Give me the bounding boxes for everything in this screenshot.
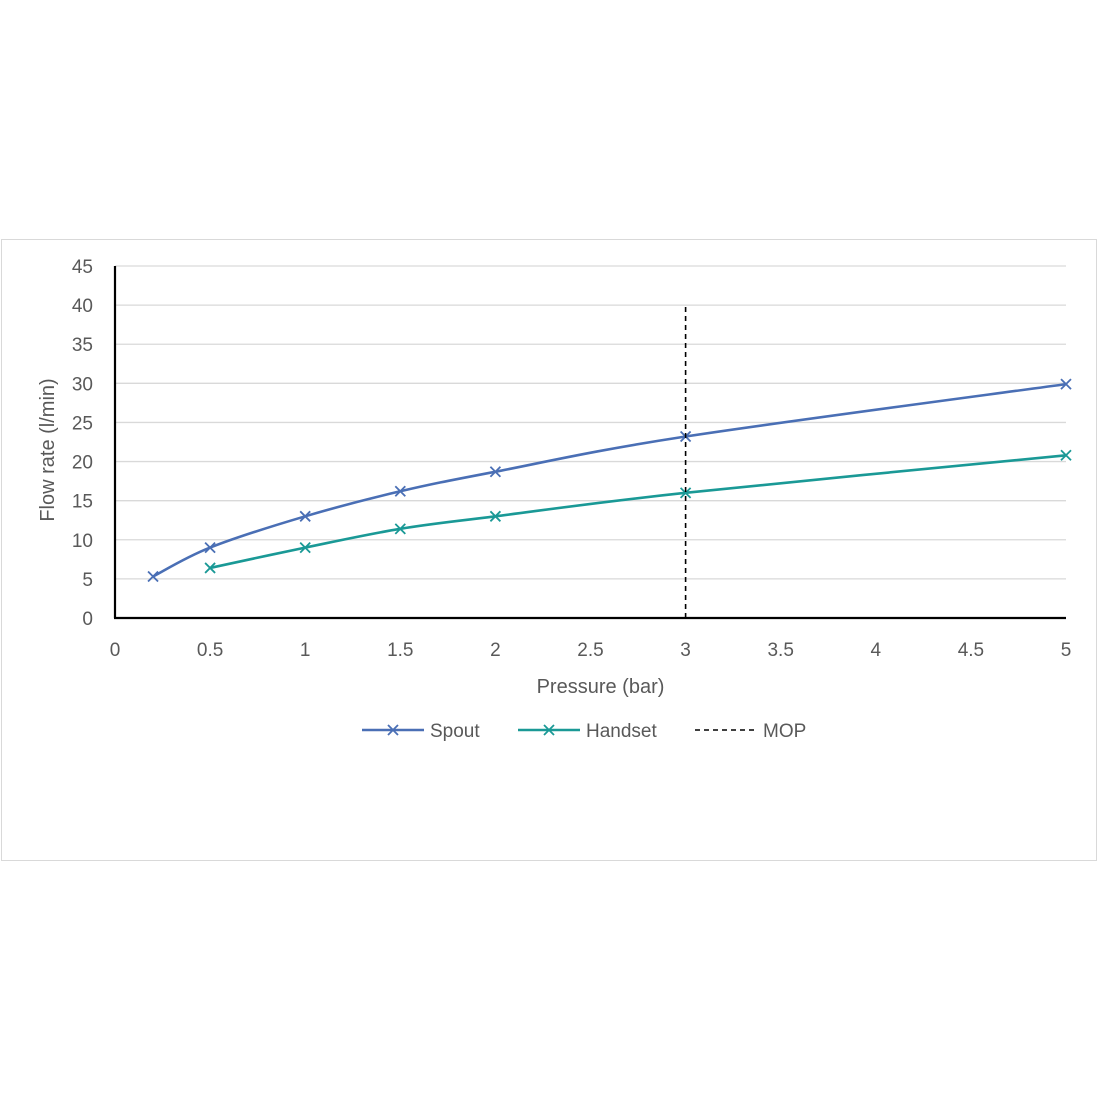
y-tick-label: 25 [72,413,93,434]
y-tick-label: 40 [72,296,93,317]
y-tick-label: 30 [72,374,93,395]
y-tick-label: 0 [82,609,93,630]
series-spout [147,378,1072,583]
data-point-marker [299,541,311,554]
x-tick-label: 3.5 [767,640,793,661]
data-point-marker [679,487,692,499]
data-point-marker [204,541,216,554]
x-tick-label: 4 [871,640,882,661]
data-point-marker [147,570,159,583]
x-tick-label: 2.5 [577,640,603,661]
y-tick-label: 45 [72,257,93,278]
x-tick-labels: 0 0.5 1 1.5 2 2.5 3 3.5 4 4.5 5 [110,640,1072,661]
series-line [209,454,1067,570]
x-tick-label: 3 [680,640,691,661]
data-point-marker [1060,378,1072,390]
data-point-marker [489,510,502,522]
legend-item-spout: Spout [362,721,480,742]
data-point-marker [387,724,399,736]
data-point-marker [394,485,406,497]
gridlines [115,265,1066,580]
y-tick-label: 20 [72,453,93,474]
x-tick-label: 0.5 [197,640,223,661]
data-point-marker [489,466,502,478]
data-point-marker [543,724,555,736]
y-tick-labels: 0 5 10 15 20 25 30 35 40 45 [72,257,93,630]
x-tick-label: 1.5 [387,640,413,661]
legend: Spout Handset MOP [362,721,806,742]
x-tick-label: 1 [300,640,311,661]
legend-label: Spout [430,721,480,742]
series-layer [147,305,1072,618]
chart-frame [1,239,1097,861]
x-axis-title: Pressure (bar) [537,676,665,698]
y-axis-title: Flow rate (l/min) [37,378,59,521]
x-tick-label: 2 [490,640,501,661]
x-tick-label: 0 [110,640,121,661]
axes [113,266,1066,620]
y-tick-label: 15 [72,492,93,513]
x-tick-label: 5 [1061,640,1072,661]
legend-label: MOP [763,721,806,742]
x-tick-label: 4.5 [958,640,984,661]
legend-item-mop: MOP [695,721,806,742]
y-tick-label: 10 [72,531,93,552]
data-point-marker [394,523,406,535]
data-point-marker [299,510,311,522]
legend-item-handset: Handset [518,721,657,742]
series-line [152,382,1067,578]
data-point-marker [1060,449,1072,461]
series-handset [204,449,1072,574]
y-tick-label: 5 [82,570,93,591]
data-point-marker [204,562,216,574]
y-tick-label: 35 [72,335,93,356]
legend-label: Handset [586,721,657,742]
